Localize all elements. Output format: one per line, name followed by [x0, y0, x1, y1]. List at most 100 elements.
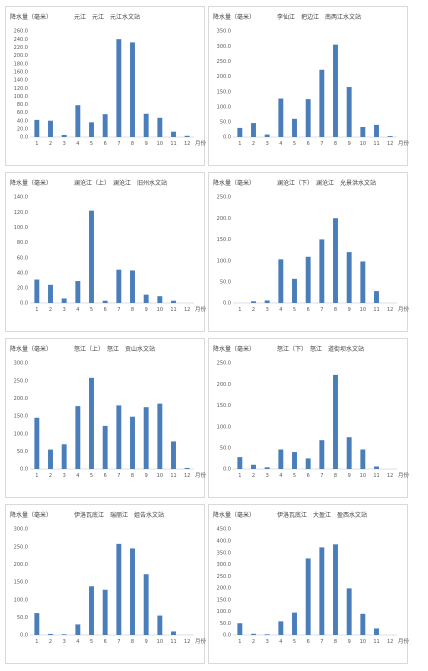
bar-month-8	[130, 42, 135, 137]
x-tick-label: 2	[49, 473, 52, 479]
y-tick-label: 20.0	[17, 127, 28, 133]
bar-month-8	[130, 270, 135, 303]
x-tick-label: 8	[131, 639, 134, 645]
chart-panel-6: 降水量（毫米） 怒江（下） 怒江 道街坝水文站 0.0 50.0 100.0 150.0 2…	[208, 338, 409, 498]
x-tick-label: 3	[266, 141, 269, 147]
chart-title: 伊洛瓦底江 瑞丽江 姐告水文站	[74, 511, 164, 519]
y-tick-label: 250.0	[217, 574, 231, 580]
chart-title: 澜沧江（下） 澜沧江 允景洪水文站	[277, 179, 376, 187]
y-tick-label: 80.0	[17, 240, 28, 246]
bar-month-4	[278, 259, 284, 303]
x-tick-label: 4	[76, 307, 79, 313]
x-tick-label: 1	[35, 639, 38, 645]
x-tick-label: 12	[184, 307, 190, 313]
x-tick-label: 8	[131, 473, 134, 479]
x-tick-label: 7	[117, 307, 120, 313]
x-tick-label: 12	[184, 473, 190, 479]
bar-month-7	[319, 547, 325, 635]
chart-title: 怒江（上） 怒江 贡山水文站	[74, 345, 155, 353]
bar-month-4	[75, 105, 81, 137]
x-axis-label: 月份	[398, 139, 409, 147]
bar-month-9	[346, 588, 352, 635]
y-tick-label: 50.0	[220, 120, 231, 126]
y-tick-label: 300.0	[217, 44, 231, 50]
y-tick-label: 250.0	[217, 59, 231, 65]
x-tick-label: 6	[104, 307, 107, 313]
x-tick-label: 7	[320, 473, 323, 479]
y-tick-label: 300.0	[14, 361, 28, 367]
x-tick-label: 12	[184, 639, 190, 645]
y-tick-label: 300.0	[14, 527, 28, 533]
y-tick-label: 220.0	[14, 45, 28, 51]
x-axis-label: 月份	[195, 471, 206, 479]
x-tick-label: 4	[76, 473, 79, 479]
bar-month-9	[143, 407, 149, 469]
x-tick-label: 1	[238, 307, 241, 313]
bar-month-6	[305, 458, 311, 469]
bar-month-1	[237, 127, 243, 137]
bar-month-5	[292, 278, 297, 303]
x-tick-label: 2	[252, 473, 255, 479]
x-tick-label: 11	[170, 473, 176, 479]
x-tick-label: 1	[35, 473, 38, 479]
x-tick-label: 10	[157, 307, 163, 313]
x-tick-label: 10	[360, 307, 366, 313]
x-tick-label: 8	[334, 307, 337, 313]
x-tick-label: 11	[170, 639, 176, 645]
x-tick-label: 12	[184, 141, 190, 147]
bar-month-8	[333, 544, 338, 635]
y-tick-label: 100.0	[14, 94, 28, 100]
chart-svg-4: 降水量（毫米） 澜沧江（下） 澜沧江 允景洪水文站 0.0 50.0 100.0 150.…	[213, 179, 409, 313]
bar-month-11	[374, 291, 379, 303]
bar-month-2	[251, 301, 256, 303]
y-tick-label: 350.0	[217, 29, 231, 35]
y-tick-label: 250.0	[217, 195, 231, 201]
y-tick-label: 50.0	[17, 449, 28, 455]
x-tick-label: 5	[293, 141, 296, 147]
x-tick-label: 3	[266, 307, 269, 313]
y-tick-label: 0.0	[223, 135, 231, 141]
bar-month-5	[89, 210, 94, 303]
bar-month-7	[116, 269, 122, 303]
chart-panel-7: 降水量（毫米） 伊洛瓦底江 瑞丽江 姐告水文站 0.0 50.0 100.0 150.0 2…	[5, 504, 206, 664]
y-tick-label: 200.0	[217, 74, 231, 80]
x-tick-label: 7	[320, 141, 323, 147]
x-tick-label: 9	[145, 639, 148, 645]
bar-month-9	[143, 113, 149, 137]
x-tick-label: 10	[360, 639, 366, 645]
bar-month-11	[171, 441, 176, 469]
bar-month-3	[61, 134, 67, 137]
bar-month-9	[346, 87, 352, 137]
x-tick-label: 9	[348, 141, 351, 147]
bar-month-3	[61, 298, 67, 303]
x-axis-label: 月份	[398, 637, 409, 645]
x-tick-label: 7	[320, 307, 323, 313]
chart-title: 澜沧江（上） 澜沧江 旧州水文站	[74, 179, 167, 187]
y-tick-label: 120.0	[14, 210, 28, 216]
bar-month-12	[184, 467, 190, 469]
x-tick-label: 9	[145, 473, 148, 479]
x-tick-label: 11	[373, 307, 379, 313]
x-tick-label: 10	[360, 473, 366, 479]
x-tick-label: 3	[266, 639, 269, 645]
y-tick-label: 100.0	[217, 258, 231, 264]
y-tick-label: 0.0	[223, 633, 231, 639]
bar-month-9	[346, 437, 352, 469]
x-tick-label: 5	[90, 639, 93, 645]
bar-month-7	[116, 39, 122, 137]
x-tick-label: 2	[252, 639, 255, 645]
bar-month-11	[374, 466, 379, 469]
bar-month-2	[251, 123, 256, 137]
y-tick-label: 50.0	[17, 615, 28, 621]
y-tick-label: 250.0	[217, 361, 231, 367]
y-tick-label: 0.0	[20, 467, 28, 473]
bar-month-9	[346, 252, 352, 303]
bar-month-2	[251, 633, 256, 635]
x-tick-label: 6	[104, 141, 107, 147]
x-tick-label: 1	[238, 639, 241, 645]
bar-month-6	[102, 425, 108, 469]
x-tick-label: 12	[387, 639, 393, 645]
x-tick-label: 11	[373, 473, 379, 479]
x-tick-label: 6	[307, 307, 310, 313]
x-tick-label: 9	[145, 307, 148, 313]
